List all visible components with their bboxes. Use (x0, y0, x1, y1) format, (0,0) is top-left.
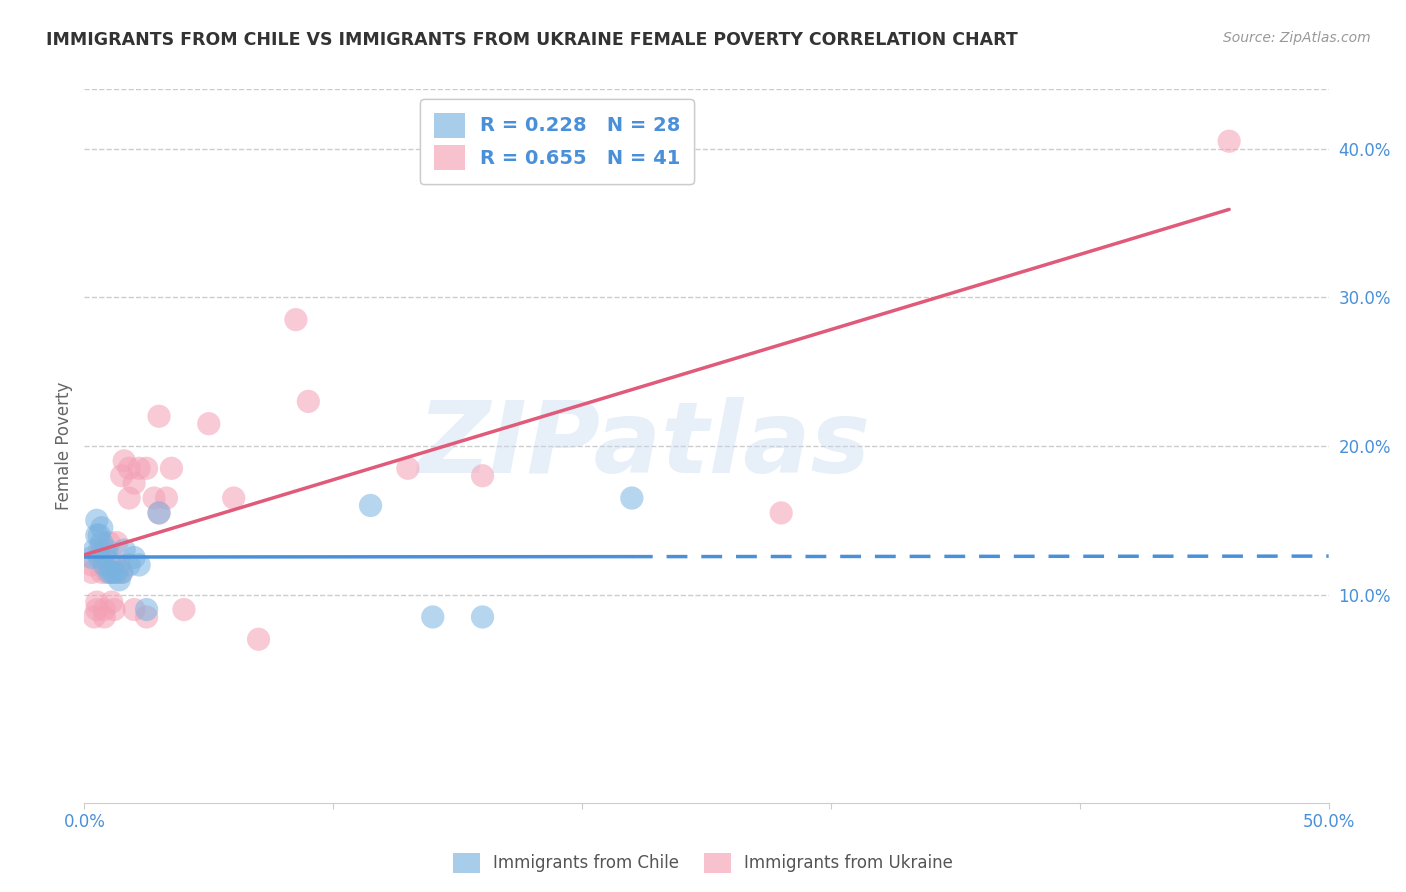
Point (86, 513, 108, 527)
Point (100, 566, 122, 580)
Point (122, 476, 145, 491)
Point (396, 461, 419, 475)
Point (89, 543, 111, 558)
Point (89, 528, 111, 542)
Point (105, 535, 128, 549)
Point (93, 610, 115, 624)
Point (98, 535, 121, 549)
Point (86, 528, 108, 542)
Point (80, 558, 103, 572)
Point (86, 602, 108, 616)
Point (122, 550, 145, 565)
Point (148, 506, 170, 520)
Point (111, 468, 134, 483)
Point (103, 602, 125, 616)
Point (135, 610, 157, 624)
Text: ZIPatlas: ZIPatlas (418, 398, 870, 494)
Point (103, 566, 125, 580)
Point (118, 491, 141, 505)
Point (111, 566, 134, 580)
Point (160, 461, 183, 475)
Point (122, 602, 145, 616)
Point (98, 555, 121, 569)
Point (471, 468, 494, 483)
Legend: Immigrants from Chile, Immigrants from Ukraine: Immigrants from Chile, Immigrants from U… (446, 847, 960, 880)
Point (112, 543, 135, 558)
Point (93, 546, 115, 560)
Point (93, 558, 115, 572)
Point (173, 602, 195, 616)
Point (80, 566, 103, 580)
Point (90, 566, 112, 580)
Point (108, 573, 131, 587)
Point (83, 543, 105, 558)
Text: Source: ZipAtlas.com: Source: ZipAtlas.com (1223, 31, 1371, 45)
Point (100, 595, 122, 609)
Point (1218, 134, 1240, 148)
Legend: R = 0.228   N = 28, R = 0.655   N = 41: R = 0.228 N = 28, R = 0.655 N = 41 (420, 99, 695, 184)
Point (222, 491, 245, 505)
Point (284, 312, 307, 326)
Point (297, 394, 319, 409)
Point (471, 610, 494, 624)
Point (422, 610, 444, 624)
Point (111, 566, 134, 580)
Point (108, 558, 131, 572)
Point (620, 491, 643, 505)
Point (148, 409, 170, 424)
Point (128, 558, 150, 572)
Y-axis label: Female Poverty: Female Poverty (55, 382, 73, 510)
Point (89, 550, 111, 565)
Point (155, 491, 177, 505)
Point (247, 632, 270, 647)
Point (96, 543, 118, 558)
Point (98, 566, 121, 580)
Point (90, 535, 112, 549)
Point (80, 550, 103, 565)
Point (360, 499, 382, 513)
Point (148, 506, 170, 520)
Point (93, 602, 115, 616)
Point (105, 566, 128, 580)
Point (83, 610, 105, 624)
Point (118, 461, 141, 475)
Point (128, 461, 150, 475)
Point (86, 595, 108, 609)
Point (197, 417, 221, 431)
Point (90, 521, 112, 535)
Point (135, 461, 157, 475)
Point (143, 491, 166, 505)
Point (96, 566, 118, 580)
Text: IMMIGRANTS FROM CHILE VS IMMIGRANTS FROM UKRAINE FEMALE POVERTY CORRELATION CHAR: IMMIGRANTS FROM CHILE VS IMMIGRANTS FROM… (46, 31, 1018, 49)
Point (770, 506, 793, 520)
Point (112, 454, 135, 468)
Point (118, 558, 141, 572)
Point (135, 602, 157, 616)
Point (98, 558, 121, 572)
